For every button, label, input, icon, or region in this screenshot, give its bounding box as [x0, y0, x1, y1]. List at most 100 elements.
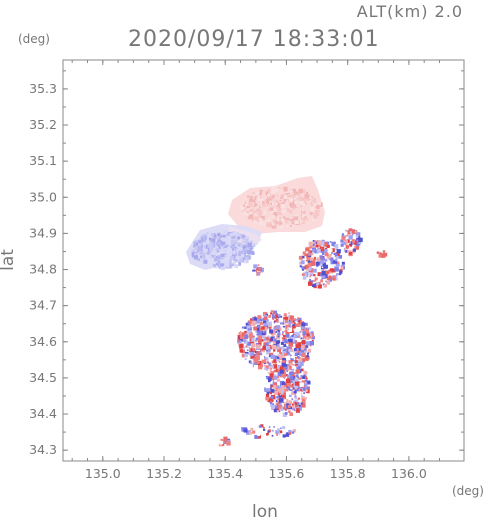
- echo-cell: [231, 257, 235, 261]
- echo-cell: [278, 187, 281, 189]
- echo-cell: [261, 334, 264, 337]
- echo-cell: [287, 315, 291, 318]
- echo-cell: [252, 271, 257, 276]
- echo-cell: [247, 328, 250, 331]
- echo-cell: [253, 358, 258, 363]
- echo-cell: [213, 263, 216, 267]
- echo-cell: [271, 344, 277, 350]
- echo-cell: [230, 232, 234, 237]
- altitude-label: ALT(km) 2.0: [356, 2, 463, 21]
- y-tick-label-3: 35.0: [29, 189, 57, 204]
- echo-cell: [279, 221, 283, 225]
- echo-cell: [257, 339, 262, 344]
- echo-cell: [240, 253, 245, 258]
- echo-cell: [238, 244, 240, 247]
- echo-cell: [286, 343, 289, 346]
- echo-cell: [277, 314, 281, 317]
- echo-cell: [282, 434, 286, 438]
- echo-cell: [313, 240, 316, 244]
- echo-cell: [275, 403, 278, 405]
- echo-cell: [281, 194, 284, 196]
- echo-cell: [305, 377, 308, 380]
- echo-cell: [207, 251, 211, 255]
- echo-cell: [210, 232, 215, 237]
- echo-cell: [293, 390, 297, 394]
- echo-cell: [271, 195, 275, 199]
- echo-cell: [265, 210, 269, 215]
- echo-cell: [219, 246, 221, 249]
- echo-cell: [313, 244, 317, 248]
- echo-cell: [206, 232, 209, 235]
- echo-cell: [254, 216, 259, 221]
- echo-cell: [297, 192, 301, 196]
- echo-cell: [287, 220, 289, 222]
- echo-cell: [271, 434, 274, 437]
- echo-cell: [296, 334, 301, 338]
- echo-cell: [294, 381, 299, 386]
- echo-cell: [304, 322, 308, 326]
- echo-cell: [190, 246, 194, 251]
- echo-cell: [309, 344, 312, 347]
- echo-cell: [265, 191, 269, 195]
- echo-cell: [263, 338, 267, 341]
- echo-cell: [276, 319, 279, 321]
- echo-cell: [278, 216, 282, 220]
- echo-cell: [313, 202, 318, 207]
- echo-cell: [280, 341, 285, 345]
- echo-cell: [268, 194, 271, 197]
- y-axis-unit: (deg): [18, 32, 50, 46]
- echo-cell: [242, 256, 244, 259]
- echo-cell: [306, 214, 310, 218]
- echo-cell: [268, 362, 271, 365]
- echo-cell: [289, 412, 294, 416]
- echo-cell: [248, 199, 253, 203]
- echo-cell: [284, 411, 288, 415]
- echo-cell: [356, 241, 361, 246]
- echo-cell: [238, 332, 241, 335]
- echo-cell: [265, 214, 268, 217]
- echo-cell: [288, 429, 292, 434]
- echo-cell: [298, 196, 304, 202]
- echo-cell: [275, 217, 280, 223]
- echo-cell: [201, 256, 206, 260]
- echo-cell: [320, 241, 325, 246]
- echo-cell: [237, 246, 243, 251]
- echo-cell: [341, 263, 345, 267]
- echo-cell: [239, 330, 242, 333]
- echo-cell: [267, 399, 271, 402]
- echo-cell: [288, 348, 292, 352]
- echo-cell: [255, 330, 258, 333]
- echo-cell: [194, 249, 197, 252]
- echo-cell: [355, 234, 359, 238]
- y-tick-label-7: 34.6: [29, 334, 57, 349]
- echo-cell: [266, 351, 270, 355]
- echo-cell: [334, 276, 339, 281]
- echo-cell: [292, 333, 295, 336]
- echo-cell: [269, 200, 272, 203]
- echo-cell: [294, 219, 299, 225]
- echo-cell: [203, 259, 208, 264]
- echo-cell: [296, 319, 298, 322]
- echo-cell: [297, 317, 300, 320]
- echo-cell: [277, 367, 282, 372]
- echo-cell: [299, 200, 304, 205]
- echo-cell: [273, 315, 276, 319]
- echo-cell: [268, 364, 272, 368]
- echo-cell: [240, 235, 244, 239]
- echo-cell: [254, 350, 258, 354]
- echo-cell: [294, 374, 297, 377]
- echo-cell: [285, 364, 288, 367]
- y-tick-label-8: 34.5: [29, 370, 57, 385]
- echo-cell: [238, 242, 243, 247]
- echo-cell: [329, 241, 332, 243]
- echo-cell: [261, 189, 265, 193]
- echo-cell: [242, 202, 245, 205]
- echo-cell: [298, 207, 301, 210]
- echo-cell: [248, 333, 253, 338]
- echo-cell: [257, 433, 261, 437]
- echo-cell: [247, 195, 250, 198]
- echo-cell: [320, 285, 324, 289]
- echo-cell: [298, 217, 302, 221]
- echo-cell: [293, 340, 296, 343]
- echo-cell: [294, 402, 297, 405]
